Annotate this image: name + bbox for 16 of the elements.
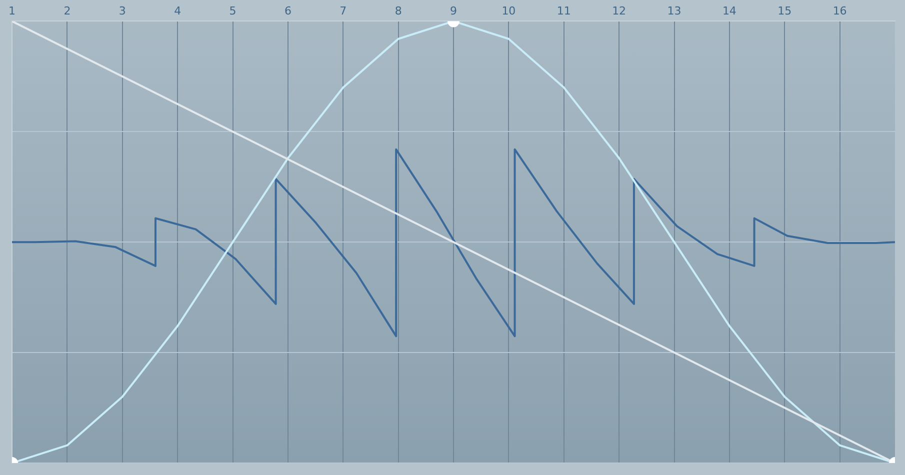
x-tick-label: 11 [556, 4, 571, 18]
x-tick-label: 16 [832, 4, 847, 18]
x-tick-label: 14 [722, 4, 736, 18]
x-tick-label: 13 [667, 4, 682, 18]
x-tick-label: 8 [394, 4, 402, 18]
x-tick-label: 2 [64, 4, 71, 18]
x-tick-label: 15 [778, 4, 792, 18]
x-tick-label: 5 [229, 4, 236, 18]
x-tick-label: 9 [450, 4, 457, 18]
x-tick-label: 6 [284, 4, 292, 18]
x-tick-label: 3 [118, 4, 126, 18]
x-tick-label: 1 [8, 4, 16, 18]
x-tick-label: 12 [612, 4, 626, 18]
x-tick-label: 10 [502, 4, 516, 18]
x-tick-label: 4 [174, 4, 182, 18]
x-tick-label: 7 [340, 4, 347, 18]
